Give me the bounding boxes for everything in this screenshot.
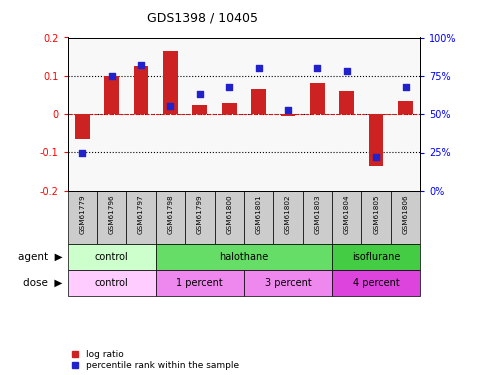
Point (226, 84, 233, 90)
Bar (97, 191, 127, 243)
Text: GDS1398 / 10405: GDS1398 / 10405 (147, 11, 258, 24)
Point (343, 68, 351, 74)
Bar (332, 191, 361, 243)
Bar (214, 191, 244, 243)
Point (255, 65, 262, 71)
Bar (244, 270, 332, 296)
Bar (127, 191, 156, 243)
Text: agent  ▶: agent ▶ (18, 252, 63, 262)
Bar (310, 84, 325, 114)
Text: isoflurane: isoflurane (352, 252, 400, 262)
Point (402, 84, 410, 90)
Bar (391, 191, 420, 243)
Text: GSM61806: GSM61806 (402, 195, 409, 234)
Bar (340, 91, 354, 114)
Bar (303, 191, 332, 243)
Text: GSM61798: GSM61798 (168, 195, 173, 234)
Text: control: control (95, 278, 128, 288)
Bar (332, 243, 420, 270)
Bar (332, 270, 420, 296)
Bar (134, 66, 148, 114)
Bar (156, 270, 244, 296)
Bar (163, 51, 178, 114)
Bar (156, 243, 332, 270)
Bar (244, 191, 273, 243)
Text: GSM61801: GSM61801 (256, 195, 262, 234)
Text: GSM61779: GSM61779 (79, 195, 85, 234)
Text: GSM61799: GSM61799 (197, 195, 203, 234)
Point (196, 91, 204, 97)
Bar (222, 103, 237, 114)
Bar (193, 105, 207, 114)
Point (372, 154, 380, 160)
Point (167, 104, 174, 110)
Text: 3 percent: 3 percent (265, 278, 312, 288)
Bar (398, 101, 413, 114)
Text: GSM61804: GSM61804 (344, 195, 350, 234)
Text: GSM61800: GSM61800 (226, 195, 232, 234)
Bar (361, 191, 391, 243)
Legend: log ratio, percentile rank within the sample: log ratio, percentile rank within the sa… (72, 350, 239, 370)
Bar (104, 76, 119, 114)
Text: dose  ▶: dose ▶ (23, 278, 63, 288)
Text: GSM61805: GSM61805 (373, 195, 379, 234)
Point (284, 106, 292, 112)
Point (313, 65, 321, 71)
Text: 1 percent: 1 percent (176, 278, 223, 288)
Text: GSM61802: GSM61802 (285, 195, 291, 234)
Bar (251, 89, 266, 114)
Bar (281, 114, 295, 116)
Point (137, 62, 145, 68)
Point (78, 150, 86, 156)
Bar (68, 270, 156, 296)
Text: control: control (95, 252, 128, 262)
Text: 4 percent: 4 percent (353, 278, 399, 288)
Bar (68, 191, 97, 243)
Text: GSM61796: GSM61796 (109, 195, 114, 234)
Bar (156, 191, 185, 243)
Bar (75, 114, 90, 139)
Text: halothane: halothane (219, 252, 269, 262)
Bar (369, 114, 384, 166)
Bar (185, 191, 214, 243)
Bar (273, 191, 303, 243)
Bar (68, 243, 156, 270)
Point (108, 73, 115, 79)
Text: GSM61797: GSM61797 (138, 195, 144, 234)
Text: GSM61803: GSM61803 (314, 195, 320, 234)
